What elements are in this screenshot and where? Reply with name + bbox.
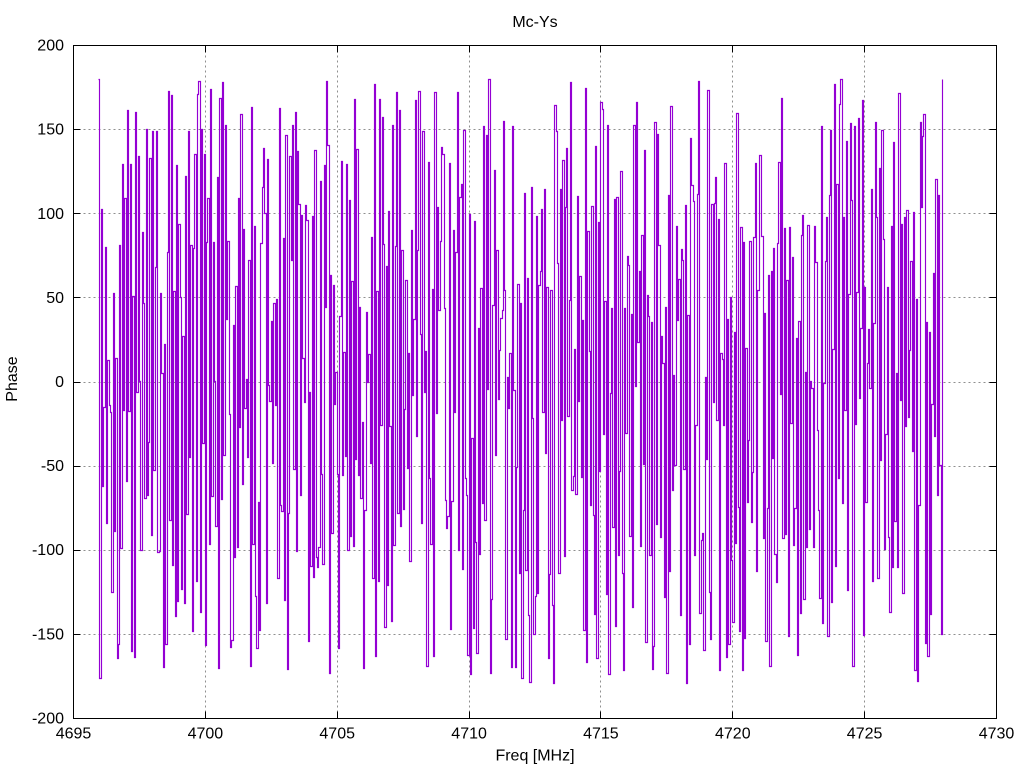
svg-text:Freq [MHz]: Freq [MHz]	[495, 748, 574, 765]
svg-text:Phase: Phase	[4, 356, 21, 401]
svg-text:4700: 4700	[188, 726, 224, 743]
svg-text:4715: 4715	[583, 726, 619, 743]
svg-text:-150: -150	[32, 626, 64, 643]
svg-text:-200: -200	[32, 711, 64, 728]
svg-text:-50: -50	[41, 458, 64, 475]
svg-text:4695: 4695	[56, 726, 92, 743]
svg-text:50: 50	[46, 290, 64, 307]
svg-text:4705: 4705	[319, 726, 355, 743]
svg-text:100: 100	[37, 206, 64, 223]
svg-text:4710: 4710	[451, 726, 487, 743]
svg-text:4725: 4725	[847, 726, 883, 743]
svg-text:4720: 4720	[715, 726, 751, 743]
svg-text:4730: 4730	[979, 726, 1015, 743]
svg-text:Mc-Ys: Mc-Ys	[512, 14, 557, 31]
svg-text:200: 200	[37, 38, 64, 55]
svg-text:150: 150	[37, 122, 64, 139]
svg-text:0: 0	[55, 374, 64, 391]
svg-text:-100: -100	[32, 542, 64, 559]
